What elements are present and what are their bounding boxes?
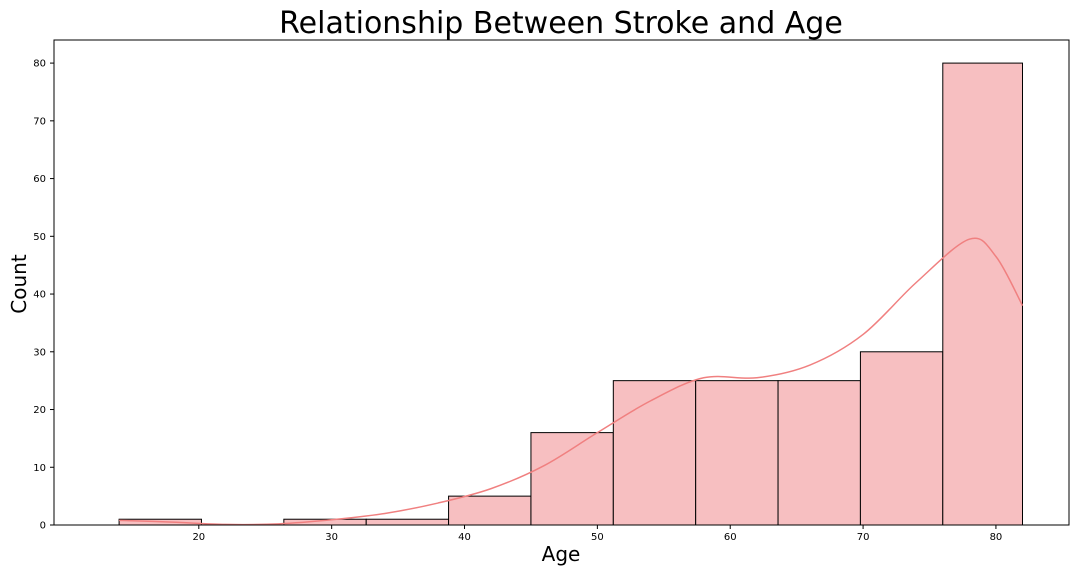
histogram-bar xyxy=(777,380,861,526)
y-tick-label: 50 xyxy=(33,232,46,243)
x-tick-label: 80 xyxy=(990,532,1003,543)
histogram-bar xyxy=(530,432,614,526)
y-tick-label: 60 xyxy=(33,174,46,185)
kde-line xyxy=(119,237,1024,526)
y-tick-label: 0 xyxy=(40,521,46,532)
bars-layer xyxy=(118,62,1024,526)
x-tick-label: 40 xyxy=(458,532,471,543)
histogram-bar xyxy=(612,380,697,526)
y-tick-label: 20 xyxy=(33,405,46,416)
chart-title: Relationship Between Stroke and Age xyxy=(279,6,843,41)
histogram-bar xyxy=(695,380,779,526)
x-tick-label: 60 xyxy=(724,532,737,543)
x-tick-label: 50 xyxy=(591,532,604,543)
x-axis-label: Age xyxy=(542,542,581,566)
histogram-bar xyxy=(365,518,450,526)
histogram-bar xyxy=(448,495,532,526)
y-axis-label: Count xyxy=(7,254,31,314)
x-tick-label: 20 xyxy=(192,532,205,543)
axes-layer: 20 30 40 50 60 70 80 0 10 20 30 40 50 60 70 80 xyxy=(33,39,1070,543)
y-tick-label: 10 xyxy=(33,463,46,474)
x-tick-label: 30 xyxy=(325,532,338,543)
y-tick-label: 80 xyxy=(33,59,46,70)
x-tick-label: 70 xyxy=(857,532,870,543)
plot-frame xyxy=(53,39,1070,526)
y-tick-label: 40 xyxy=(33,290,46,301)
y-tick-label: 30 xyxy=(33,347,46,358)
histogram-bar xyxy=(942,62,1024,526)
y-tick-label: 70 xyxy=(33,116,46,127)
kde-layer xyxy=(119,237,1024,526)
histogram-bar xyxy=(859,351,944,526)
